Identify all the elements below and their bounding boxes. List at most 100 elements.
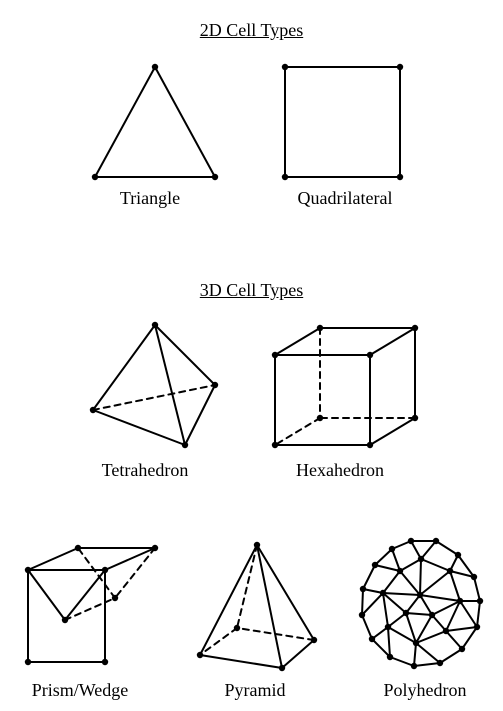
hexahedron-label: Hexahedron xyxy=(265,460,415,481)
edge xyxy=(383,571,400,593)
vertex xyxy=(360,586,366,592)
vertex xyxy=(367,352,373,358)
vertex xyxy=(234,625,240,631)
vertex xyxy=(397,174,403,180)
vertex xyxy=(411,663,417,669)
vertex xyxy=(272,352,278,358)
page-root: 2D Cell Types 3D Cell Types Triangle Qua… xyxy=(0,0,503,711)
section-title-2d: 2D Cell Types xyxy=(0,20,503,41)
vertex xyxy=(254,542,260,548)
edge xyxy=(416,643,440,663)
vertex xyxy=(412,325,418,331)
edge xyxy=(115,548,155,598)
edge xyxy=(93,325,155,410)
vertex xyxy=(380,590,386,596)
edge xyxy=(420,595,460,601)
vertex xyxy=(25,659,31,665)
edge xyxy=(406,613,432,615)
vertex xyxy=(212,174,218,180)
edge xyxy=(474,577,480,601)
edge xyxy=(420,595,432,615)
vertex xyxy=(397,568,403,574)
vertex xyxy=(102,659,108,665)
edge xyxy=(363,565,375,589)
vertex xyxy=(429,612,435,618)
edge xyxy=(390,657,414,666)
edge xyxy=(185,385,215,445)
edge xyxy=(460,601,477,627)
prism-label: Prism/Wedge xyxy=(0,680,160,701)
vertex xyxy=(413,640,419,646)
edge xyxy=(406,595,420,613)
edge xyxy=(257,545,282,668)
vertex xyxy=(90,407,96,413)
vertex xyxy=(152,64,158,70)
vertex xyxy=(412,415,418,421)
edge xyxy=(440,649,462,663)
vertex xyxy=(455,552,461,558)
edge xyxy=(462,627,477,649)
edge xyxy=(93,385,215,410)
vertex xyxy=(152,545,158,551)
vertex xyxy=(387,654,393,660)
edge xyxy=(28,548,78,570)
vertex xyxy=(102,567,108,573)
vertex xyxy=(403,610,409,616)
vertex xyxy=(359,612,365,618)
pyramid-label: Pyramid xyxy=(180,680,330,701)
edge xyxy=(282,640,314,668)
vertex xyxy=(197,652,203,658)
edge xyxy=(237,545,257,628)
polyhedron-svg xyxy=(350,535,495,680)
vertex xyxy=(477,598,483,604)
edge xyxy=(275,328,320,355)
edge xyxy=(362,615,372,639)
vertex xyxy=(433,538,439,544)
vertex xyxy=(457,598,463,604)
prism-svg xyxy=(20,540,165,675)
vertex xyxy=(182,442,188,448)
vertex xyxy=(212,382,218,388)
vertex xyxy=(443,628,449,634)
edge xyxy=(421,541,436,559)
vertex xyxy=(447,568,453,574)
edge xyxy=(436,541,458,555)
pyramid-svg xyxy=(192,540,322,675)
edge xyxy=(95,67,155,177)
edge xyxy=(446,631,462,649)
tetrahedron-label: Tetrahedron xyxy=(70,460,220,481)
edge xyxy=(414,663,440,666)
triangle-label: Triangle xyxy=(80,188,220,209)
edge xyxy=(200,655,282,668)
edge xyxy=(362,593,383,615)
vertex xyxy=(279,665,285,671)
vertex xyxy=(408,538,414,544)
edge xyxy=(155,67,215,177)
edge xyxy=(105,548,155,570)
vertex xyxy=(437,660,443,666)
vertex xyxy=(25,567,31,573)
edge xyxy=(400,559,421,571)
edge xyxy=(392,549,400,571)
quadrilateral-svg xyxy=(280,62,410,182)
vertex xyxy=(418,556,424,562)
edge xyxy=(93,410,185,445)
edge xyxy=(257,545,314,640)
edge xyxy=(65,598,115,620)
edge xyxy=(200,545,257,655)
vertex xyxy=(75,545,81,551)
vertex xyxy=(389,546,395,552)
vertex xyxy=(272,442,278,448)
vertex xyxy=(282,174,288,180)
vertex xyxy=(317,325,323,331)
edge xyxy=(155,325,185,445)
vertex xyxy=(112,595,118,601)
edge xyxy=(155,325,215,385)
edge xyxy=(414,643,416,666)
vertex xyxy=(152,322,158,328)
vertex xyxy=(367,442,373,448)
edge xyxy=(383,593,420,595)
edge xyxy=(450,571,460,601)
edge xyxy=(375,549,392,565)
vertex xyxy=(62,617,68,623)
